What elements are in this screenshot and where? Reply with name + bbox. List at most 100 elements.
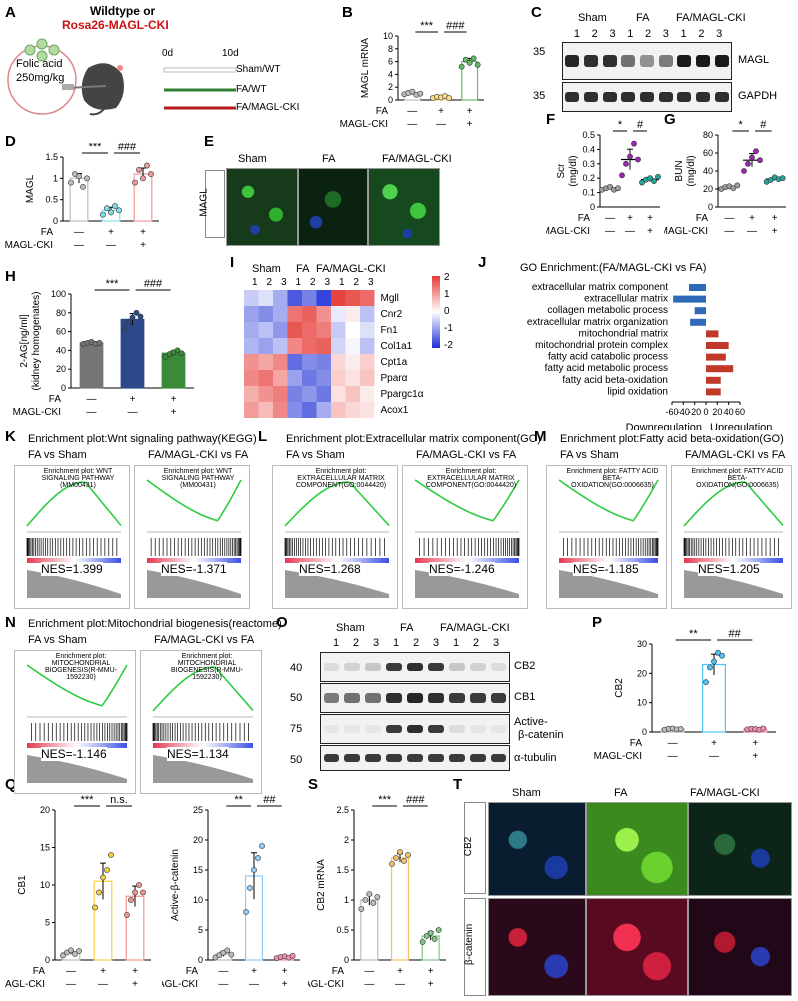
y-tick-label: 0	[61, 383, 66, 393]
blot-band	[490, 754, 507, 762]
cki-row-label: MAGL-CKI	[5, 240, 53, 251]
heatmap-replicate-label: 2	[353, 277, 360, 288]
heatmap-cell	[244, 322, 259, 338]
blot-band	[427, 725, 444, 733]
blot-band	[386, 693, 403, 703]
go-term-label: extracellular matrix	[584, 294, 668, 305]
cki-row-label: MAGL-CKI	[308, 979, 344, 990]
blot-band	[658, 92, 673, 102]
i-group-sham: Sham	[252, 263, 281, 275]
data-point	[148, 171, 154, 177]
chart-h-2ag: 0 20 40 60 80 100 2-AG[ng/ml] (kidney homogenat…	[13, 278, 194, 418]
heatmap-cell	[345, 386, 360, 402]
y-tick-label: 20	[703, 184, 713, 194]
heatmap-cell	[258, 370, 273, 386]
cki-row-value: —	[625, 226, 635, 237]
blot-band	[323, 663, 340, 671]
data-point	[423, 933, 430, 939]
heatmap-replicate-label: 1	[339, 277, 345, 288]
data-point	[140, 889, 146, 896]
fa-row-label: FA	[696, 213, 709, 224]
y-tick-label: 20	[637, 668, 647, 678]
heatmap-cell	[273, 402, 288, 418]
heatmap-cell	[287, 386, 302, 402]
data-point	[397, 849, 403, 855]
y-tick-label: 10	[637, 698, 647, 708]
cki-row-value: —	[709, 751, 719, 762]
blot-band	[469, 663, 486, 671]
y-axis-label: 2-AG[ng/ml]	[19, 314, 30, 368]
blot-band	[695, 55, 711, 67]
blot-band	[427, 754, 444, 762]
y-tick-label: 8	[388, 44, 393, 54]
ranked-metric	[147, 570, 241, 598]
data-point	[393, 855, 399, 861]
data-point	[80, 183, 86, 190]
fa-row-value: +	[428, 966, 434, 977]
gsea-plot: Enrichment plot: WNT SIGNALING PATHWAY (…	[14, 465, 130, 609]
heatmap-cell	[287, 290, 302, 306]
y-axis-label: CB2 mRNA	[316, 859, 327, 911]
blot-band	[407, 754, 423, 762]
lane-number: 3	[609, 28, 616, 40]
fa-row-value: +	[130, 394, 136, 405]
y-tick-label: 0.5	[336, 925, 349, 935]
data-point	[68, 179, 74, 186]
blot-band	[714, 55, 729, 67]
fa-row-value: +	[251, 966, 257, 977]
y-tick-label: 80	[56, 308, 66, 318]
data-point	[92, 904, 98, 911]
blot-band	[323, 754, 340, 762]
ranked-metric	[285, 570, 389, 598]
gsea-title: Enrichment plot:Mitochondrial biogenesis…	[28, 618, 282, 630]
data-point	[247, 885, 253, 891]
data-point	[362, 897, 369, 903]
heatmap-cell	[316, 402, 331, 418]
data-point	[104, 205, 110, 212]
fa-row-value: +	[749, 213, 755, 224]
e-image-fa	[298, 168, 368, 246]
heatmap-cell	[331, 386, 346, 402]
sig-label: ##	[729, 628, 742, 640]
x-tick-label: 20	[712, 407, 722, 417]
y-tick-label: 40	[56, 345, 66, 355]
lane-number: 1	[393, 637, 400, 649]
heatmap-replicate-label: 1	[295, 277, 302, 288]
heatmap-cell	[302, 306, 317, 322]
go-term-label: collagen metabolic process	[547, 305, 668, 316]
ranked-metric	[415, 570, 519, 598]
blot-band	[714, 92, 729, 102]
y-tick-label: 20	[193, 835, 203, 845]
fa-row-value: —	[66, 966, 76, 977]
data-point	[104, 867, 110, 873]
y-tick-label: 0.4	[582, 144, 595, 154]
heatmap-cell	[360, 354, 375, 370]
heatmap-cell	[302, 402, 317, 418]
data-point	[719, 652, 725, 659]
t-image-bcat-cki	[688, 898, 792, 996]
ranked-metric	[559, 570, 658, 598]
heatmap-cell	[244, 354, 259, 370]
data-point	[753, 148, 759, 155]
heatmap-cell	[244, 386, 259, 402]
x-tick-label: 40	[724, 407, 734, 417]
data-point	[358, 906, 365, 912]
panel-label-m: M	[534, 428, 547, 445]
heatmap-cell	[273, 322, 288, 338]
data-point	[417, 90, 424, 97]
j-title: GO Enrichment:(FA/MAGL-CKI vs FA)	[520, 262, 707, 274]
mouse-injection-illustration	[7, 38, 124, 116]
blot-c-marker-1: 35	[533, 46, 546, 58]
gsea-plot: Enrichment plot: EXTRACELLULAR MATRIX CO…	[402, 465, 528, 609]
blot-band	[639, 92, 655, 102]
t-image-bcat-fa	[586, 898, 688, 996]
blot-band	[583, 55, 599, 67]
blot-band	[677, 55, 692, 67]
heatmap-cell	[258, 386, 273, 402]
lane-number: 3	[493, 637, 500, 649]
gsea-inner-title: Enrichment plot: FATTY ACID BETA-OXIDATI…	[566, 468, 659, 489]
blot-band	[386, 663, 403, 671]
blot-o-group-sham: Sham	[336, 622, 365, 634]
fa-row-value: —	[605, 213, 615, 224]
blot-c-group-cki: FA/MAGL-CKI	[676, 12, 746, 24]
